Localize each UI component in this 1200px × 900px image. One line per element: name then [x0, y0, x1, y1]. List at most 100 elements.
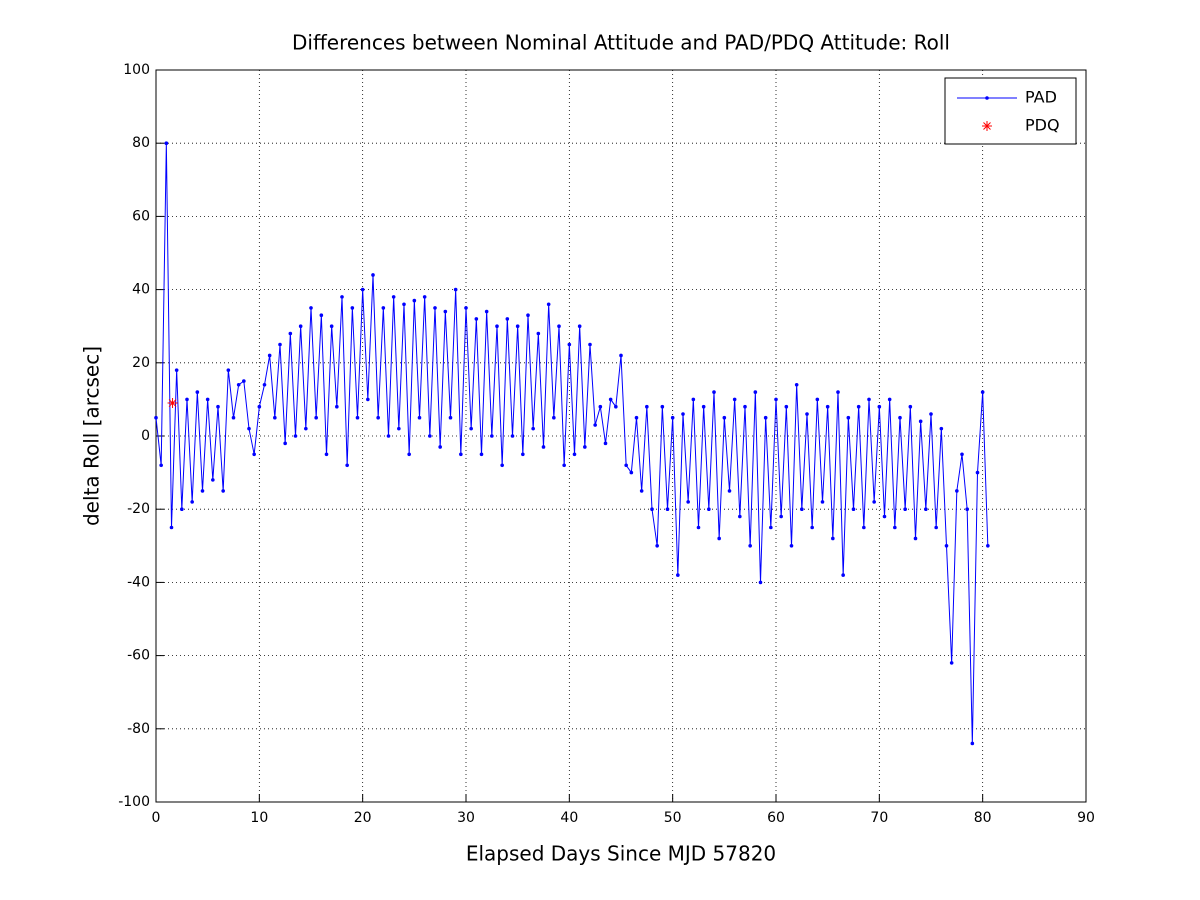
- legend-marker: [985, 96, 989, 100]
- pad-marker: [965, 507, 969, 512]
- pad-marker: [174, 368, 179, 372]
- pad-marker: [691, 397, 696, 402]
- pad-marker: [970, 741, 975, 746]
- pad-marker: [376, 415, 380, 420]
- pad-marker: [273, 415, 277, 420]
- pad-marker: [309, 306, 313, 310]
- pad-marker: [474, 317, 479, 321]
- pad-marker: [712, 390, 716, 394]
- pad-marker: [226, 368, 231, 372]
- pad-marker: [676, 573, 680, 577]
- pad-marker: [686, 500, 690, 504]
- pad-marker: [459, 452, 463, 457]
- pad-marker: [412, 298, 417, 303]
- pad-marker: [986, 544, 990, 548]
- pad-marker: [211, 478, 215, 482]
- y-tick-label: -80: [127, 721, 150, 737]
- pad-marker: [298, 324, 303, 329]
- pad-marker: [722, 415, 727, 420]
- pad-marker: [893, 525, 897, 530]
- x-tick-label: 30: [457, 810, 475, 826]
- pad-marker: [381, 306, 386, 310]
- pad-marker: [882, 514, 887, 519]
- pad-marker: [856, 404, 861, 409]
- legend-label: PDQ: [1025, 116, 1060, 135]
- pad-marker: [521, 452, 525, 457]
- pad-marker: [598, 404, 603, 409]
- pad-marker: [448, 415, 453, 420]
- pdq-marker: [167, 398, 178, 409]
- pad-marker: [355, 415, 360, 420]
- pad-marker: [624, 463, 628, 468]
- pad-marker: [288, 331, 293, 336]
- pad-marker: [779, 514, 783, 519]
- pad-marker: [743, 404, 747, 409]
- y-tick-label: -20: [127, 501, 150, 517]
- pad-marker: [608, 397, 613, 402]
- x-tick-label: 10: [250, 810, 268, 826]
- pad-marker: [789, 544, 794, 548]
- pad-marker: [980, 390, 985, 394]
- pad-marker: [169, 525, 174, 530]
- pad-marker: [794, 382, 799, 387]
- pad-marker: [851, 507, 856, 512]
- pad-marker: [159, 463, 163, 468]
- pad-marker: [603, 441, 608, 446]
- pad-marker: [293, 434, 298, 438]
- pad-marker: [236, 382, 241, 387]
- pad-marker: [469, 426, 473, 431]
- pad-marker: [438, 445, 442, 449]
- pad-marker: [655, 544, 659, 548]
- pad-marker: [490, 434, 494, 438]
- pad-marker: [727, 489, 732, 493]
- pad-marker: [877, 404, 882, 409]
- pad-marker: [924, 507, 928, 512]
- pad-marker: [846, 415, 851, 420]
- pad-marker: [247, 426, 251, 431]
- pad-marker: [536, 331, 541, 336]
- pad-marker: [531, 426, 535, 431]
- pad-marker: [732, 397, 737, 402]
- pad-marker: [242, 379, 246, 383]
- pad-marker: [774, 397, 778, 402]
- pad-marker: [639, 489, 644, 493]
- plot-frame: [155, 69, 1087, 803]
- pad-marker: [763, 415, 768, 420]
- pad-marker: [443, 309, 448, 314]
- pad-marker: [267, 353, 272, 358]
- pad-marker: [417, 415, 422, 420]
- pad-marker: [190, 500, 194, 504]
- chart-title: Differences between Nominal Attitude and…: [292, 31, 950, 55]
- pad-marker: [526, 313, 530, 318]
- pad-marker: [402, 302, 406, 307]
- pad-marker: [422, 295, 427, 299]
- pad-marker: [278, 342, 282, 347]
- pad-marker: [484, 309, 489, 314]
- x-tick-label: 60: [767, 810, 785, 826]
- x-tick-label: 20: [354, 810, 372, 826]
- pad-marker: [257, 404, 262, 409]
- pad-marker: [670, 415, 675, 420]
- pad-marker: [696, 525, 701, 530]
- pad-marker: [433, 306, 437, 310]
- pad-marker: [195, 390, 200, 394]
- pad-marker: [505, 317, 510, 321]
- pad-marker: [805, 412, 809, 416]
- pad-marker: [929, 412, 933, 416]
- y-tick-label: 40: [132, 282, 150, 298]
- pad-marker: [887, 397, 892, 402]
- pad-marker: [634, 415, 639, 420]
- pad-marker: [371, 273, 375, 277]
- pad-marker: [366, 397, 370, 402]
- pad-marker: [820, 500, 825, 504]
- pad-marker: [867, 397, 871, 402]
- x-tick-label: 0: [152, 810, 161, 826]
- pad-marker: [510, 434, 515, 438]
- x-tick-label: 40: [560, 810, 578, 826]
- pad-marker: [784, 404, 789, 409]
- x-axis-label: Elapsed Days Since MJD 57820: [466, 842, 776, 866]
- pad-marker: [397, 426, 401, 431]
- pad-marker: [500, 463, 504, 468]
- pad-marker: [572, 452, 577, 457]
- pad-marker: [314, 415, 318, 420]
